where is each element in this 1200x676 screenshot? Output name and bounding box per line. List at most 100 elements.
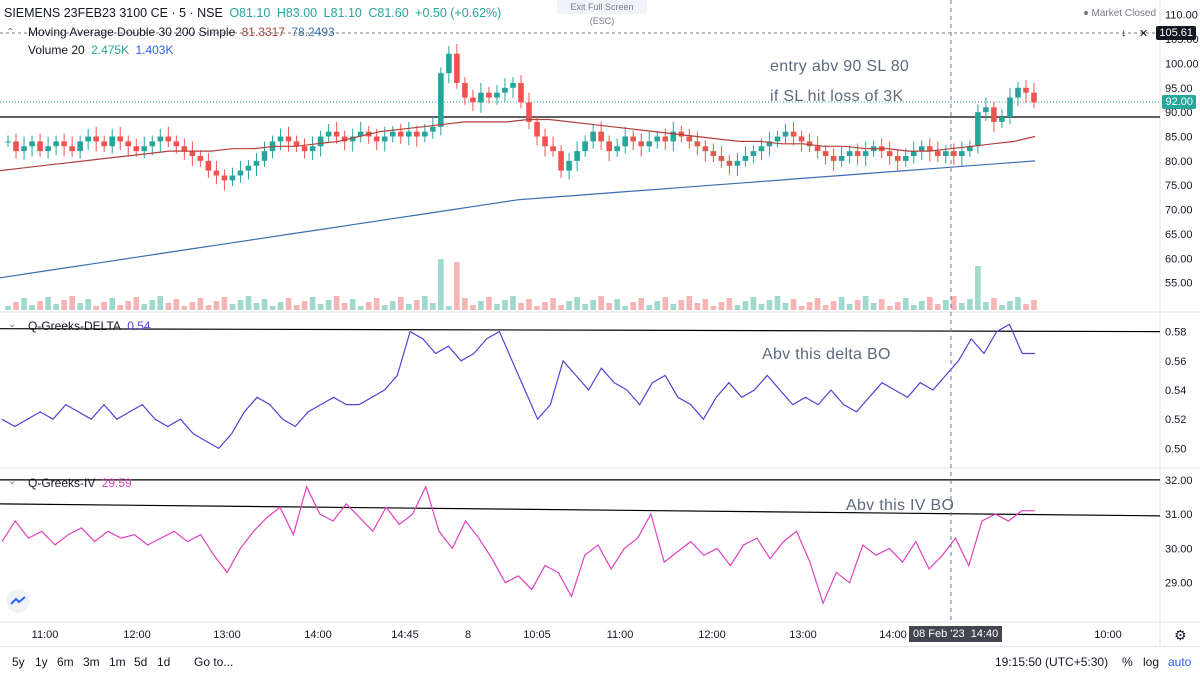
candle-body <box>165 136 172 142</box>
volume-bar <box>694 303 701 310</box>
candle-body <box>926 146 933 152</box>
time-tick-label: 12:00 <box>123 629 151 641</box>
iv-level-line <box>0 503 1161 517</box>
volume-bar <box>846 304 853 310</box>
tradingview-logo[interactable] <box>6 589 30 613</box>
timeframe-1d[interactable]: 1d <box>157 655 171 669</box>
settings-icon[interactable]: ⚙ <box>1174 627 1187 643</box>
volume-bar <box>991 298 997 310</box>
volume-bar <box>975 266 981 310</box>
ma200-line <box>0 160 1036 279</box>
volume-bar <box>261 299 268 310</box>
exit-fullscreen-button[interactable]: Exit Full Screen (ESC) <box>557 0 647 26</box>
volume-bar <box>165 303 172 310</box>
volume-bar <box>902 298 909 310</box>
clock[interactable]: 19:15:50 (UTC+5:30) <box>995 655 1109 669</box>
volume-bar <box>935 304 941 310</box>
price-tick-label: 65.00 <box>1165 229 1193 241</box>
ohlc-low: L81.10 <box>323 6 362 20</box>
candle-body <box>638 141 645 147</box>
volume-legend[interactable]: Volume 20 2.475K 1.403K <box>28 43 177 57</box>
timeframe-6m[interactable]: 6m <box>57 655 74 669</box>
volume-bar <box>766 300 773 310</box>
iv-legend[interactable]: Q-Greeks-IV 29.59 <box>28 476 135 490</box>
candle-body <box>838 156 845 161</box>
candle-body <box>654 136 661 142</box>
candle-body <box>862 151 869 156</box>
candle-body <box>951 151 957 156</box>
volume-bar <box>93 306 99 310</box>
candle-body <box>93 136 99 142</box>
time-tick-label: 10:05 <box>523 629 551 641</box>
volume-bar <box>229 304 236 310</box>
volume-bar <box>686 296 693 310</box>
price-tick-label: 80.00 <box>1165 156 1193 168</box>
percent-toggle[interactable]: % <box>1122 655 1133 669</box>
ohlc-close: C81.60 <box>368 6 409 20</box>
volume-bar <box>85 299 91 310</box>
volume-bar <box>381 305 388 310</box>
iv-label: Q-Greeks-IV <box>28 476 96 490</box>
delta-legend[interactable]: Q-Greeks-DELTA 0.54 <box>28 319 154 333</box>
auto-toggle[interactable]: auto <box>1168 655 1192 669</box>
volume-bar <box>622 306 629 310</box>
volume-bar <box>61 300 67 310</box>
volume-bar <box>870 303 877 310</box>
arrow-down-button[interactable]: ↓ <box>1121 27 1127 39</box>
volume-bar <box>782 303 789 310</box>
price-tick-label: 60.00 <box>1165 253 1193 265</box>
volume-bar <box>526 299 532 310</box>
volume-bar <box>77 303 83 310</box>
candle-body <box>718 156 725 161</box>
candle-body <box>462 82 468 98</box>
timeframe-5y[interactable]: 5y <box>12 655 25 669</box>
volume-bar <box>510 296 516 310</box>
candle-body <box>918 146 925 152</box>
candle-body <box>101 141 107 147</box>
volume-bar <box>710 306 717 310</box>
candle-body <box>397 131 404 137</box>
chevron-down-icon[interactable]: ⌄ <box>8 476 17 487</box>
volume-bar <box>413 300 420 310</box>
volume-bar <box>373 298 380 310</box>
candle-body <box>606 141 612 152</box>
ohlc-change: +0.50 (+0.62%) <box>415 6 502 20</box>
volume-bar <box>926 297 933 310</box>
volume-bar <box>951 296 957 310</box>
volume-bar <box>157 296 164 310</box>
goto-button[interactable]: Go to... <box>194 655 234 669</box>
candle-body <box>614 146 620 152</box>
candle-body <box>886 151 893 156</box>
volume-bar <box>365 302 372 310</box>
iv-tick-label: 31.00 <box>1165 509 1193 521</box>
log-toggle[interactable]: log <box>1143 655 1160 669</box>
price-tick-label: 95.00 <box>1165 83 1193 95</box>
candle-body <box>902 156 909 161</box>
close-button[interactable]: ✕ <box>1139 28 1149 40</box>
volume-bar <box>718 302 725 310</box>
delta-tick-label: 0.54 <box>1165 385 1186 397</box>
chevron-up-icon[interactable]: ⌃ <box>6 27 15 38</box>
time-tick-label: 8 <box>465 629 471 641</box>
volume-value-1: 2.475K <box>91 43 130 57</box>
volume-bar <box>566 301 572 310</box>
ma-value-30: 81.3317 <box>241 25 285 39</box>
timeframe-5d[interactable]: 5d <box>134 655 148 669</box>
price-tick-label: 100.00 <box>1165 58 1199 70</box>
volume-bar <box>317 304 324 310</box>
delta-tick-label: 0.52 <box>1165 414 1186 426</box>
volume-bar <box>790 299 797 310</box>
timeframe-3m[interactable]: 3m <box>83 655 100 669</box>
candle-body <box>582 141 588 152</box>
volume-bar <box>654 301 661 310</box>
volume-bar <box>237 300 244 310</box>
timeframe-1y[interactable]: 1y <box>35 655 48 669</box>
volume-bar <box>486 297 492 310</box>
chevron-down-icon[interactable]: ⌄ <box>8 319 17 330</box>
volume-bar <box>189 302 196 310</box>
ma-legend[interactable]: Moving Average Double 30 200 Simple 81.3… <box>28 25 338 39</box>
candle-body <box>21 146 27 152</box>
timeframe-1m[interactable]: 1m <box>109 655 126 669</box>
candle-body <box>446 53 452 74</box>
